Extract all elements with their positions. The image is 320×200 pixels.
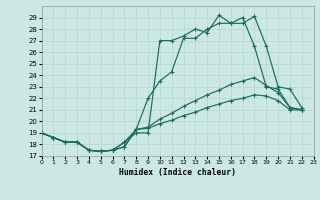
X-axis label: Humidex (Indice chaleur): Humidex (Indice chaleur)	[119, 168, 236, 177]
